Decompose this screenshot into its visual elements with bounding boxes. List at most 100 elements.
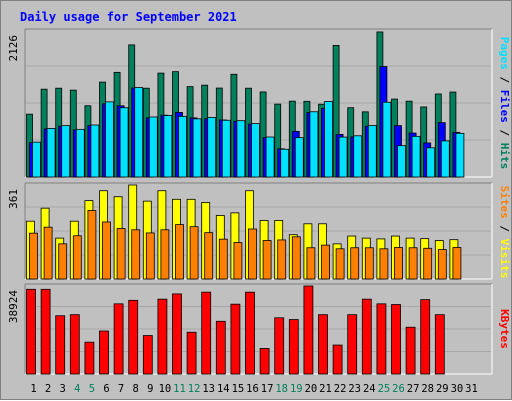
axis-max-label: 2126 — [7, 35, 20, 62]
kbytes-bar-24 — [361, 298, 372, 375]
x-tick-27: 27 — [407, 383, 420, 395]
sites-bar-28 — [423, 247, 433, 280]
kbytes-bar-1 — [26, 288, 36, 375]
pages-bar-27 — [411, 135, 421, 178]
sites-bar-29 — [437, 249, 447, 280]
sites-bar-26 — [394, 247, 403, 280]
kbytes-bar-23 — [347, 314, 358, 375]
kbytes-bar-21 — [318, 314, 328, 375]
sites-bar-2 — [43, 226, 53, 280]
kbytes-bar-8 — [128, 299, 139, 375]
x-tick-21: 21 — [319, 383, 332, 395]
pages-bar-28 — [426, 147, 436, 178]
x-tick-3: 3 — [60, 383, 66, 395]
kbytes-bar-12 — [186, 331, 197, 375]
legend: KBytes — [498, 309, 511, 349]
sites-bar-18 — [277, 239, 287, 280]
sites-bar-9 — [145, 232, 155, 280]
sites-bar-19 — [291, 236, 301, 280]
pages-bar-12 — [192, 118, 202, 178]
kbytes-bar-20 — [303, 285, 314, 375]
legend: Sites / Visits — [498, 186, 511, 279]
pages-bar-4 — [75, 128, 85, 178]
sites-bar-25 — [379, 248, 389, 280]
x-tick-11: 11 — [173, 383, 186, 395]
pages-bar-11 — [178, 115, 187, 178]
kbytes-bar-2 — [40, 288, 51, 375]
legend-separator: / — [498, 219, 511, 239]
pages-bar-18 — [280, 148, 290, 178]
sites-bar-24 — [364, 247, 374, 280]
pages-bar-19 — [294, 137, 304, 178]
sites-bar-21 — [321, 244, 330, 280]
sites-bar-23 — [350, 247, 360, 280]
sites-bar-12 — [189, 226, 199, 280]
kbytes-bar-17 — [259, 348, 270, 375]
x-tick-23: 23 — [348, 383, 361, 395]
pages-bar-30 — [455, 132, 465, 178]
pages-bar-5 — [90, 124, 100, 178]
pages-bar-21 — [324, 101, 333, 178]
sites-bar-27 — [408, 247, 418, 280]
kbytes-bar-22 — [332, 344, 343, 375]
pages-bar-20 — [309, 111, 319, 178]
pages-bar-13 — [207, 117, 217, 178]
legend-separator: / — [498, 70, 511, 90]
kbytes-bar-26 — [391, 304, 401, 375]
x-tick-8: 8 — [133, 383, 139, 395]
x-tick-7: 7 — [118, 383, 124, 395]
legend-visits: Visits — [498, 239, 511, 279]
kbytes-bar-18 — [274, 317, 285, 375]
x-axis-labels: 1 2 3 4 5 6 7 8 9 10 11 12 13 14 15 16 17 18 19 20 21 22 23 24 2… — [30, 383, 477, 395]
sites-bar-4 — [72, 235, 82, 280]
sites-bar-8 — [131, 229, 141, 280]
x-tick-13: 13 — [202, 383, 215, 395]
x-tick-19: 19 — [290, 383, 303, 395]
legend-files: Files — [498, 90, 511, 123]
x-tick-12: 12 — [188, 383, 201, 395]
pages-bar-26 — [397, 145, 406, 178]
sites-bar-13 — [204, 232, 214, 280]
x-tick-15: 15 — [232, 383, 245, 395]
x-tick-22: 22 — [334, 383, 347, 395]
sites-bar-22 — [335, 248, 345, 280]
hits-files-pages-panel: 2126 Pages / Files / Hits — [7, 28, 511, 178]
kbytes-bar-15 — [230, 303, 241, 375]
pages-bar-22 — [338, 136, 348, 178]
pages-bar-6 — [105, 101, 114, 178]
axis-max-label: 361 — [7, 189, 20, 209]
pages-bar-3 — [61, 125, 71, 178]
legend: Pages / Files / Hits — [498, 37, 511, 170]
kbytes-bar-3 — [55, 315, 66, 375]
pages-bar-25 — [382, 101, 392, 178]
kbytes-bar-16 — [245, 291, 255, 375]
kbytes-bar-11 — [172, 293, 182, 375]
pages-bar-2 — [46, 128, 56, 178]
kbytes-bar-27 — [405, 326, 416, 375]
sites-bar-7 — [116, 228, 126, 280]
x-tick-5: 5 — [89, 383, 95, 395]
kbytes-bar-13 — [201, 291, 212, 375]
chart-title: Daily usage for September 2021 — [20, 10, 237, 24]
x-tick-29: 29 — [436, 383, 449, 395]
x-tick-25: 25 — [378, 383, 391, 395]
sites-bar-16 — [248, 228, 257, 280]
x-tick-24: 24 — [363, 383, 376, 395]
kbytes-bar-29 — [434, 314, 445, 375]
legend-sites: Sites — [498, 186, 511, 219]
pages-bar-14 — [221, 119, 231, 178]
axis-max-label: 38924 — [7, 290, 20, 323]
sites-bar-11 — [175, 224, 184, 280]
x-tick-30: 30 — [451, 383, 464, 395]
sites-bar-20 — [306, 247, 316, 280]
sites-bar-17 — [262, 240, 272, 280]
sites-bar-1 — [29, 232, 38, 280]
kbytes-bar-19 — [288, 319, 299, 375]
pages-bar-29 — [440, 140, 450, 178]
legend-separator: / — [498, 123, 511, 143]
sites-bar-5 — [87, 210, 97, 280]
x-tick-31: 31 — [465, 383, 478, 395]
x-tick-4: 4 — [74, 383, 80, 395]
